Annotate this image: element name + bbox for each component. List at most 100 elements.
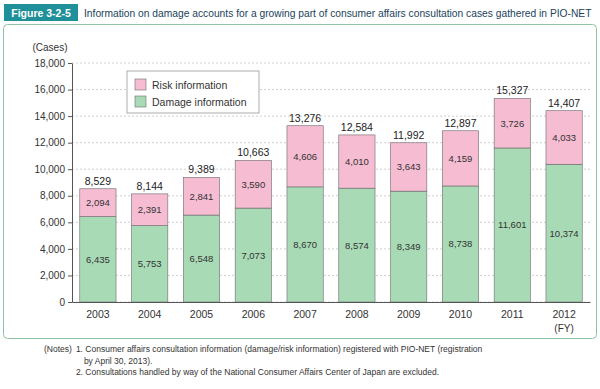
bar-segment <box>183 177 219 215</box>
data-label: 7,073 <box>241 250 265 261</box>
x-tick: 2012 <box>552 308 576 320</box>
y-tick: 16,000 <box>34 84 72 95</box>
legend-label: Damage information <box>152 96 247 108</box>
bar-segment <box>494 148 530 302</box>
x-tick: 2009 <box>397 308 421 320</box>
data-label: 2,841 <box>190 191 214 202</box>
y-tick: 8,000 <box>40 190 72 201</box>
legend-swatch <box>135 96 146 107</box>
x-axis-title: (FY) <box>554 323 573 334</box>
chart-title: Information on damage accounts for a gro… <box>84 8 592 19</box>
data-label: 10,374 <box>550 228 579 239</box>
y-tick-label: 8,000 <box>40 190 65 201</box>
bar-segment <box>339 188 375 302</box>
bar-segment <box>391 191 427 302</box>
y-tick: 10,000 <box>34 164 72 175</box>
y-axis: 02,0004,0006,0008,00010,00012,00014,0001… <box>34 58 72 308</box>
x-tick: 2006 <box>242 308 266 320</box>
legend-label: Risk information <box>152 79 227 91</box>
bars <box>80 98 582 302</box>
total-label: 12,897 <box>444 117 476 129</box>
y-tick-mark <box>68 196 72 197</box>
data-label: 2,094 <box>86 197 110 208</box>
x-tick-label: 2003 <box>86 308 110 320</box>
x-tick-label: 2009 <box>397 308 421 320</box>
y-tick-mark <box>68 90 72 91</box>
x-tick: 2007 <box>293 308 317 320</box>
y-tick: 18,000 <box>34 58 72 69</box>
bar-segment <box>546 164 582 302</box>
bar-segment <box>287 187 323 302</box>
data-label: 8,670 <box>293 239 317 250</box>
x-tick: 2004 <box>138 308 162 320</box>
total-label: 14,407 <box>548 97 580 109</box>
bar-segment <box>132 226 168 302</box>
note-line: 2. Consultations handled by way of the N… <box>76 367 439 377</box>
data-label: 4,010 <box>345 156 369 167</box>
bar-segment <box>80 189 116 217</box>
y-tick-mark <box>68 275 72 276</box>
legend-swatch <box>135 79 146 90</box>
y-tick: 6,000 <box>40 217 72 228</box>
y-axis-line <box>72 64 73 303</box>
figure-number: Figure 3-2-5 <box>11 7 71 19</box>
data-label: 4,606 <box>293 151 317 162</box>
panel-frame <box>4 25 597 339</box>
data-label: 2,391 <box>138 204 162 215</box>
bar-segment <box>546 111 582 165</box>
y-tick: 4,000 <box>40 244 72 255</box>
x-tick-label: 2005 <box>190 308 214 320</box>
legend: Risk information Damage information <box>127 71 259 113</box>
total-label: 15,327 <box>496 84 528 96</box>
total-label: 11,992 <box>393 129 424 141</box>
y-tick-label: 16,000 <box>34 84 65 95</box>
data-label: 3,590 <box>241 179 265 190</box>
bar-segment <box>183 215 219 302</box>
bar-segment <box>339 135 375 188</box>
y-tick-label: 10,000 <box>34 164 65 175</box>
y-tick-mark <box>68 116 72 117</box>
notes: (Notes)1. Consumer affairs consultation … <box>44 344 483 377</box>
data-label: 6,548 <box>190 253 214 264</box>
total-label: 10,663 <box>237 146 269 158</box>
x-tick-label: 2012 <box>552 308 576 320</box>
x-tick-label: 2008 <box>345 308 369 320</box>
bar-segment <box>80 217 116 302</box>
total-labels: 8,5298,1449,38910,66313,27612,58411,9921… <box>85 84 581 191</box>
data-labels: 6,4355,7536,5487,0738,6708,5748,3498,738… <box>86 118 579 270</box>
bar-segment <box>391 143 427 191</box>
x-tick: 2011 <box>501 308 524 320</box>
y-tick-label: 14,000 <box>34 111 65 122</box>
y-tick-mark <box>68 249 72 250</box>
y-tick: 0 <box>59 297 72 308</box>
bar-segment <box>442 131 478 186</box>
x-tick-label: 2011 <box>501 308 524 320</box>
data-label: 8,574 <box>345 240 369 251</box>
y-tick-mark <box>68 143 72 144</box>
data-label: 3,726 <box>500 118 524 129</box>
y-tick-mark <box>68 63 72 64</box>
y-tick-label: 2,000 <box>40 270 65 281</box>
data-label: 4,033 <box>552 132 576 143</box>
y-tick: 14,000 <box>34 111 72 122</box>
legend-box <box>127 71 259 113</box>
y-tick-label: 4,000 <box>40 244 65 255</box>
data-label: 6,435 <box>86 254 110 265</box>
y-axis-title: (Cases) <box>32 42 67 53</box>
note-line: by April 30, 2013). <box>84 356 153 366</box>
x-tick-label: 2010 <box>449 308 473 320</box>
y-tick-mark <box>68 169 72 170</box>
data-label: 3,643 <box>397 161 421 172</box>
bar-segment <box>287 126 323 187</box>
chart-svg: Figure 3-2-5 Information on damage accoun… <box>0 0 600 389</box>
data-label: 4,159 <box>449 153 473 164</box>
x-axis: 2003 2004 2005 2006 2007 2008 2009 2010 2011 2012 <box>73 303 591 321</box>
data-label: 11,601 <box>498 219 526 230</box>
y-tick-label: 0 <box>59 297 65 308</box>
x-tick: 2010 <box>449 308 473 320</box>
bar-segment <box>132 194 168 226</box>
bar-segment <box>235 208 271 302</box>
x-tick: 2003 <box>86 308 110 320</box>
total-label: 12,584 <box>341 121 373 133</box>
x-tick-label: 2007 <box>293 308 317 320</box>
